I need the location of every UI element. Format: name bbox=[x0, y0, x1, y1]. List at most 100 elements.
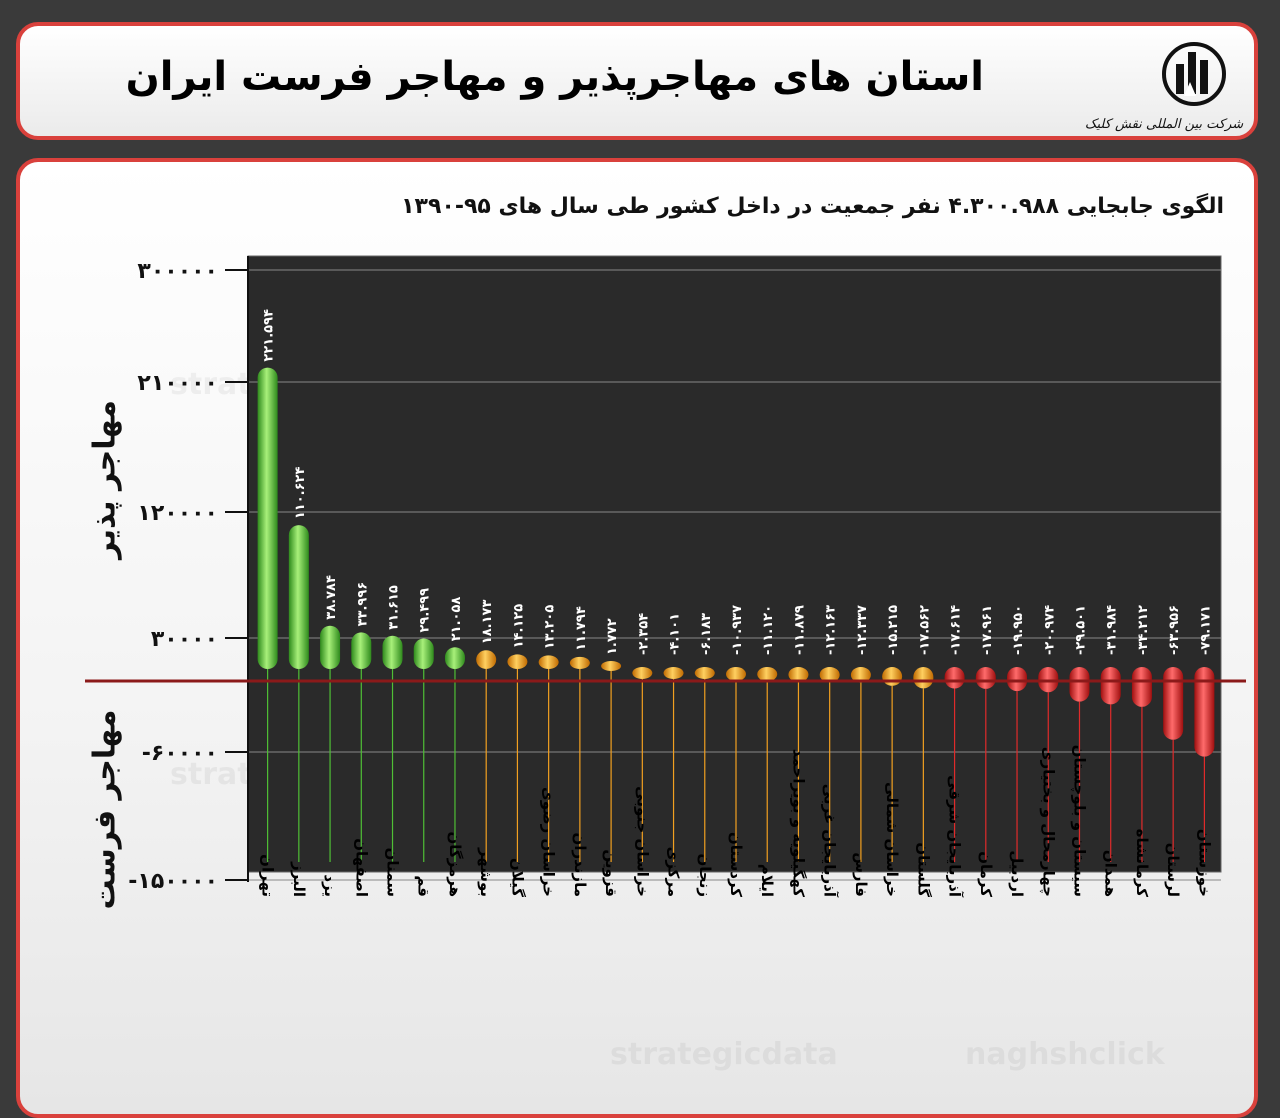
logo-text: شرکت بین المللی نقش کلیک bbox=[1084, 117, 1244, 132]
value-label: -۶۳.۹۵۶ bbox=[1167, 605, 1182, 655]
bar bbox=[257, 367, 278, 669]
company-logo: شرکت بین المللی نقش کلیک bbox=[1084, 34, 1244, 134]
y-tick-label: ۱۲۰۰۰۰ bbox=[137, 501, 218, 526]
bar bbox=[320, 625, 341, 669]
bar bbox=[663, 667, 684, 679]
value-label: ۳۸.۷۸۴ bbox=[324, 575, 339, 620]
value-label: -۱۷.۶۱۴ bbox=[949, 605, 964, 655]
category-label: مرکزی bbox=[665, 847, 683, 897]
value-label: -۴.۱۰۱ bbox=[668, 613, 683, 655]
category-label: سیستان و بلوچستان bbox=[1069, 745, 1088, 897]
bar bbox=[913, 667, 934, 689]
category-label: چهارمحال و بختیاری bbox=[1038, 747, 1057, 897]
y-tick-label: ۳۰۰۰۰ bbox=[151, 627, 218, 652]
category-label: فارس bbox=[852, 852, 870, 897]
y-tick-label: ۲۱۰۰۰۰ bbox=[137, 371, 218, 396]
category-label: قزوین bbox=[602, 849, 620, 897]
category-label: کهگیلویه و بویراحمد bbox=[789, 749, 807, 897]
header-panel: استان های مهاجرپذیر و مهاجر فرست ایران ش… bbox=[16, 22, 1258, 140]
bar bbox=[632, 667, 653, 679]
value-label: ۲۹.۴۹۹ bbox=[418, 588, 433, 633]
category-label: خراسان جنوبی bbox=[633, 786, 651, 897]
bar bbox=[975, 667, 996, 689]
chart-panel: الگوی جابجایی ۴.۳۰۰.۹۸۸ نفر جمعیت در داخ… bbox=[16, 158, 1258, 1118]
value-label: ۲۲۱.۵۹۴ bbox=[262, 309, 277, 362]
value-label: -۱۷.۹۶۱ bbox=[980, 605, 995, 655]
value-label: -۳۱.۹۸۴ bbox=[1105, 605, 1120, 655]
category-label: هرمزگان bbox=[446, 831, 464, 897]
bar bbox=[1163, 667, 1184, 740]
value-label: ۳۳.۹۹۶ bbox=[355, 582, 370, 627]
bar bbox=[694, 667, 715, 679]
bar bbox=[382, 635, 403, 669]
category-label: اصفهان bbox=[352, 838, 370, 897]
value-label: ۱۱.۷۹۴ bbox=[574, 606, 589, 651]
bar bbox=[444, 647, 465, 669]
category-label: مازندران bbox=[571, 833, 589, 897]
value-label: -۲۰.۹۷۴ bbox=[1042, 605, 1057, 655]
value-label: ۲۱.۰۵۸ bbox=[449, 597, 464, 642]
category-label: آذربایجان غربی bbox=[821, 784, 839, 898]
category-label: البرز bbox=[290, 861, 308, 897]
category-label: آذربایجان شرقی bbox=[946, 775, 964, 898]
bar bbox=[850, 667, 871, 683]
value-label: -۷۹.۱۷۱ bbox=[1198, 605, 1213, 655]
bar bbox=[757, 667, 778, 682]
value-label: ۳۱.۶۱۵ bbox=[387, 585, 402, 630]
category-label: گیلان bbox=[508, 858, 526, 897]
value-label: -۱۵.۲۱۵ bbox=[886, 605, 901, 655]
bar bbox=[1194, 667, 1215, 757]
category-label: قم bbox=[415, 875, 433, 897]
bar bbox=[476, 650, 497, 669]
y-tick-label: -۶۰۰۰۰ bbox=[142, 741, 218, 766]
category-label: یزد bbox=[321, 874, 339, 897]
bar bbox=[507, 654, 528, 669]
category-label: خوزستان bbox=[1195, 829, 1213, 897]
bar bbox=[1007, 667, 1028, 692]
bar bbox=[882, 667, 903, 686]
category-label: ایلام bbox=[758, 864, 776, 897]
value-label: -۱۲.۱۶۳ bbox=[824, 605, 839, 655]
value-label: -۳۴.۲۱۲ bbox=[1136, 605, 1151, 655]
category-label: اردبیل bbox=[1008, 850, 1026, 897]
category-label: کرمان bbox=[977, 851, 995, 897]
bar bbox=[601, 661, 622, 671]
chart-subtitle: الگوی جابجایی ۴.۳۰۰.۹۸۸ نفر جمعیت در داخ… bbox=[401, 194, 1224, 219]
y-tick-label: -۱۵۰۰۰۰ bbox=[128, 869, 218, 894]
category-label: لرستان bbox=[1164, 843, 1182, 897]
bar bbox=[569, 656, 590, 669]
bar bbox=[1131, 667, 1152, 707]
value-label: -۱۲.۳۳۷ bbox=[855, 605, 870, 655]
watermark-text: naghshclick bbox=[965, 1037, 1165, 1072]
bar-chart: ۳۰۰۰۰۰ ۲۱۰۰۰۰ ۱۲۰۰۰۰ ۳۰۰۰۰ -۶۰۰۰۰ -۱۵۰۰۰۰ ۲۲۱.… bbox=[85, 255, 1246, 898]
category-label: خراسان شمالی bbox=[883, 782, 901, 897]
y-tick-label: ۳۰۰۰۰۰ bbox=[137, 259, 218, 284]
category-label: همدان bbox=[1102, 850, 1120, 897]
category-label: تهران bbox=[259, 854, 277, 897]
bar bbox=[351, 632, 372, 669]
category-label: سمنان bbox=[384, 848, 402, 897]
bar bbox=[819, 667, 840, 683]
bar bbox=[944, 667, 965, 689]
bar bbox=[538, 655, 559, 669]
category-label: گلستان bbox=[914, 842, 932, 897]
page-title: استان های مهاجرپذیر و مهاجر فرست ایران bbox=[125, 54, 984, 100]
bar bbox=[413, 638, 434, 669]
value-label: -۲۹.۵۰۱ bbox=[1073, 605, 1088, 655]
category-label: خراسان رضوی bbox=[540, 787, 558, 897]
bar bbox=[788, 667, 809, 683]
value-label: ۱۱۰.۶۲۴ bbox=[293, 467, 308, 520]
value-label: ۱.۷۷۲ bbox=[605, 618, 620, 655]
value-label: ۱۴.۱۲۵ bbox=[511, 604, 526, 649]
value-label: ۱۸.۱۷۳ bbox=[480, 600, 495, 645]
category-label: زنجان bbox=[696, 853, 714, 897]
bar bbox=[1069, 667, 1090, 702]
value-label: -۲.۳۵۴ bbox=[636, 613, 651, 655]
category-label: کرمانشاه bbox=[1133, 829, 1151, 898]
value-label: -۱۱.۱۲۰ bbox=[761, 605, 776, 655]
value-label: -۱۰.۹۳۷ bbox=[730, 605, 745, 655]
bar bbox=[726, 667, 746, 682]
watermark-text: strategicdata bbox=[610, 1037, 838, 1072]
value-label: -۱۹.۹۵۰ bbox=[1011, 605, 1026, 655]
value-label: -۱۷.۵۶۲ bbox=[917, 605, 932, 655]
